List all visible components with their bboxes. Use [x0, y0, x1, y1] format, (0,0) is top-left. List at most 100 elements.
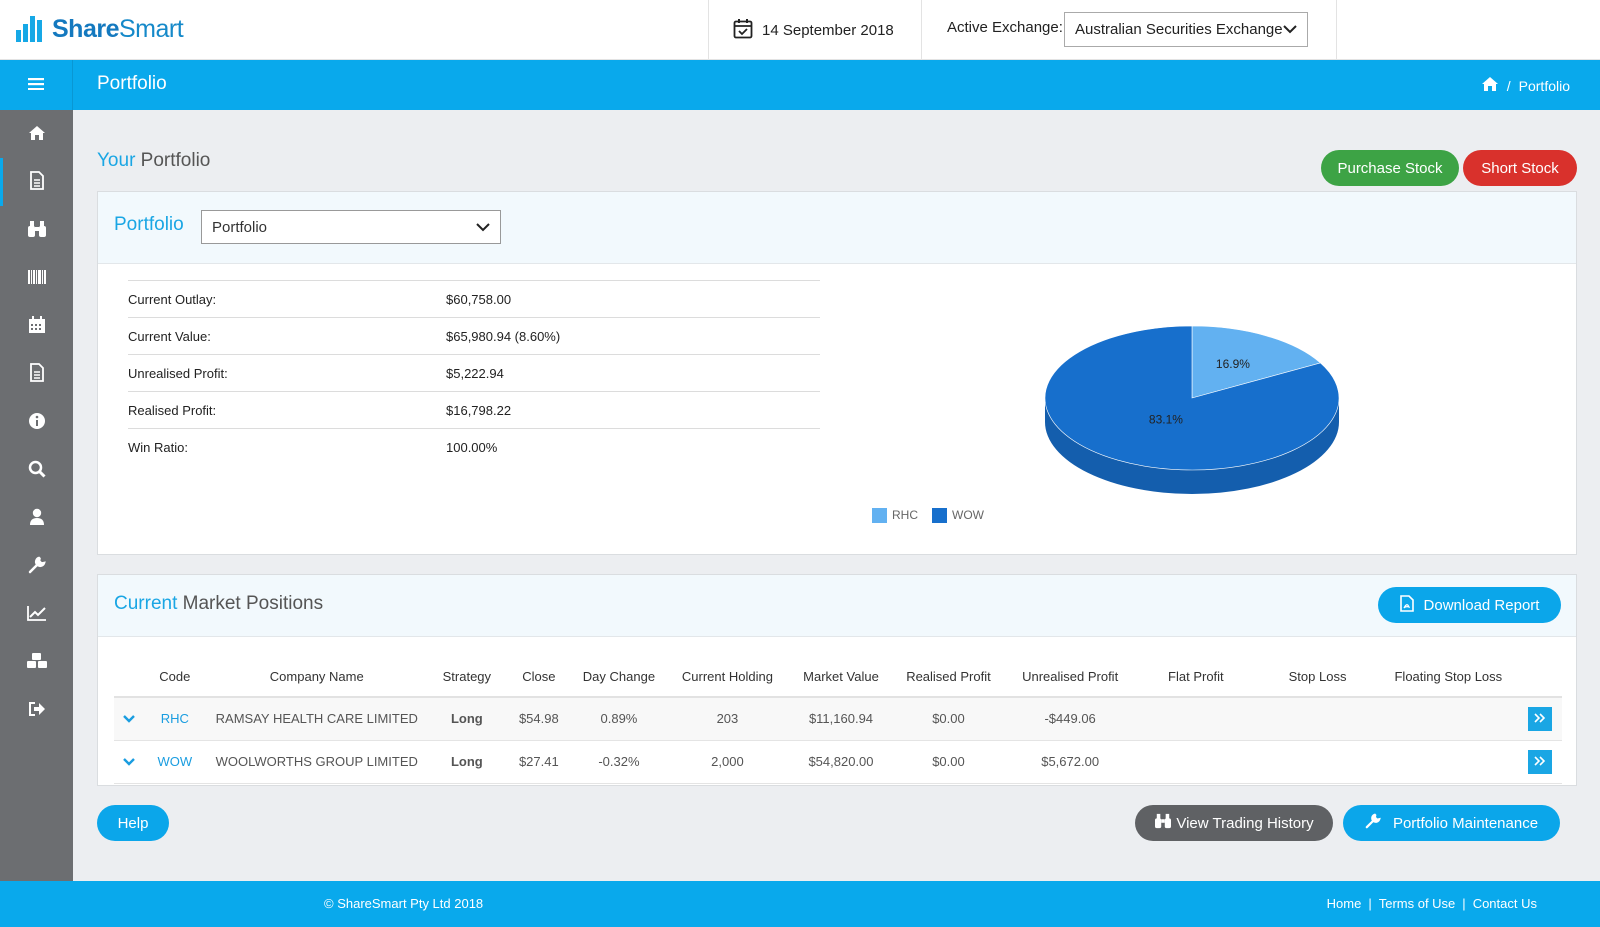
search-icon [28, 460, 46, 481]
exchange-value: Australian Securities Exchange [1075, 21, 1283, 38]
purchase-stock-button[interactable]: Purchase Stock [1321, 150, 1459, 186]
expand-column-header [114, 657, 145, 698]
portfolio-select[interactable]: Portfolio [201, 210, 501, 244]
column-header: Flat Profit [1136, 657, 1256, 698]
active-exchange-label: Active Exchange: [947, 19, 1063, 36]
sidebar-item-modules[interactable] [0, 638, 73, 686]
summary-row: Realised Profit: $16,798.22 [128, 391, 820, 428]
title-bar: Portfolio / Portfolio [0, 60, 1600, 110]
cubes-icon [26, 652, 48, 673]
sidebar-item-charts[interactable] [0, 590, 73, 638]
company-name-link[interactable]: RAMSAY HEALTH CARE LIMITED [205, 697, 429, 741]
footer-link-home[interactable]: Home [1326, 896, 1362, 911]
positions-header-row: Code Company Name Strategy Close Day Cha… [114, 657, 1562, 698]
double-chevron-right-icon [1534, 754, 1546, 769]
sign-out-icon [28, 701, 46, 720]
chevron-down-icon [123, 754, 136, 769]
chart-legend: RHC WOW [872, 508, 984, 524]
sidebar-item-watch[interactable] [0, 206, 73, 254]
row-details-button[interactable] [1527, 749, 1552, 774]
sharesmart-logo[interactable]: ShareSmart [16, 8, 184, 50]
market-positions-card: Current Market Positions Download Report… [97, 574, 1577, 786]
sidebar-item-home[interactable] [0, 110, 73, 158]
footer-link-terms[interactable]: Terms of Use [1378, 896, 1456, 911]
summary-label: Current Value: [128, 328, 211, 344]
column-header: Day Change [572, 657, 666, 698]
pie-data-label: 16.9% [1216, 357, 1250, 371]
sidebar-item-search[interactable] [0, 446, 73, 494]
breadcrumb-separator: / [1506, 77, 1511, 94]
help-button[interactable]: Help [97, 805, 169, 841]
document-icon [29, 363, 45, 385]
stock-code-link[interactable]: WOW [157, 754, 193, 769]
home-icon[interactable] [1481, 76, 1499, 95]
legend-item-wow[interactable]: WOW [932, 508, 984, 524]
menu-toggle-button[interactable] [0, 60, 73, 110]
summary-row: Win Ratio: 100.00% [128, 428, 820, 465]
expand-row-button[interactable] [114, 740, 145, 784]
summary-value: $65,980.94 (8.60%) [446, 328, 561, 344]
calendar-icon [28, 315, 46, 337]
view-trading-history-button[interactable]: View Trading History [1135, 805, 1333, 841]
portfolio-card-title: Portfolio [114, 214, 184, 235]
short-stock-button[interactable]: Short Stock [1463, 150, 1577, 186]
summary-row: Current Value: $65,980.94 (8.60%) [128, 317, 820, 354]
current-date: 14 September 2018 [733, 18, 894, 43]
stock-code-link[interactable]: RHC [160, 711, 189, 727]
column-header: Current Holding [665, 657, 790, 698]
holding-cell: 203 [665, 697, 790, 741]
breadcrumb-current: Portfolio [1518, 77, 1570, 94]
date-text: 14 September 2018 [762, 22, 894, 39]
column-header: Strategy [428, 657, 506, 698]
table-row: RHC RAMSAY HEALTH CARE LIMITED Long $54.… [114, 697, 1562, 741]
day-change-cell: 0.89% [572, 697, 666, 741]
action-column-header [1517, 657, 1562, 698]
footer-link-contact[interactable]: Contact Us [1472, 896, 1537, 911]
sidebar-item-barcode[interactable] [0, 254, 73, 302]
pie-slice-wow[interactable] [1044, 325, 1340, 471]
close-cell: $54.98 [505, 697, 573, 741]
column-header: Market Value [789, 657, 893, 698]
market-value-cell: $11,160.94 [789, 697, 893, 741]
expand-row-button[interactable] [114, 697, 145, 741]
row-details-button[interactable] [1527, 706, 1552, 731]
unrealised-profit-cell: -$449.06 [1004, 697, 1137, 741]
sidebar-item-info[interactable] [0, 398, 73, 446]
pie-data-label: 83.1% [1149, 413, 1183, 427]
sidebar-item-profile[interactable] [0, 494, 73, 542]
hamburger-icon [28, 77, 44, 93]
line-chart-icon [26, 605, 47, 624]
footer-links: Home | Terms of Use | Contact Us [1327, 896, 1537, 911]
your-portfolio-heading: Your Portfolio [97, 150, 211, 171]
file-icon [29, 171, 45, 193]
company-name-link[interactable]: WOOLWORTHS GROUP LIMITED [205, 740, 429, 784]
logo-text: ShareSmart [52, 14, 184, 43]
column-header: Close [505, 657, 573, 698]
sidebar-item-portfolio[interactable] [0, 158, 73, 206]
download-report-button[interactable]: Download Report [1378, 587, 1561, 623]
sidebar-item-tools[interactable] [0, 542, 73, 590]
pdf-file-icon [1399, 594, 1414, 616]
summary-value: 100.00% [446, 439, 498, 455]
pie-slice-rhc[interactable] [1191, 325, 1321, 399]
sidebar-item-reports[interactable] [0, 350, 73, 398]
column-header: Stop Loss [1255, 657, 1380, 698]
user-icon [29, 508, 45, 529]
calendar-check-icon [733, 18, 753, 43]
copyright-text: © ShareSmart Pty Ltd 2018 [324, 896, 484, 911]
summary-label: Current Outlay: [128, 291, 217, 307]
exchange-select[interactable]: Australian Securities Exchange [1064, 12, 1308, 47]
sidebar-item-calendar[interactable] [0, 302, 73, 350]
sidebar-item-logout[interactable] [0, 686, 73, 734]
flat-profit-cell [1136, 697, 1256, 741]
column-header: Company Name [205, 657, 429, 698]
legend-swatch [932, 508, 947, 524]
realised-profit-cell: $0.00 [892, 740, 1005, 784]
footer: © ShareSmart Pty Ltd 2018 Home | Terms o… [0, 881, 1600, 927]
portfolio-card-header: Portfolio Portfolio [98, 192, 1576, 264]
column-header: Code [144, 657, 206, 698]
legend-swatch [872, 508, 887, 524]
portfolio-maintenance-button[interactable]: Portfolio Maintenance [1343, 805, 1560, 841]
flat-profit-cell [1136, 740, 1256, 784]
legend-item-rhc[interactable]: RHC [872, 508, 918, 524]
